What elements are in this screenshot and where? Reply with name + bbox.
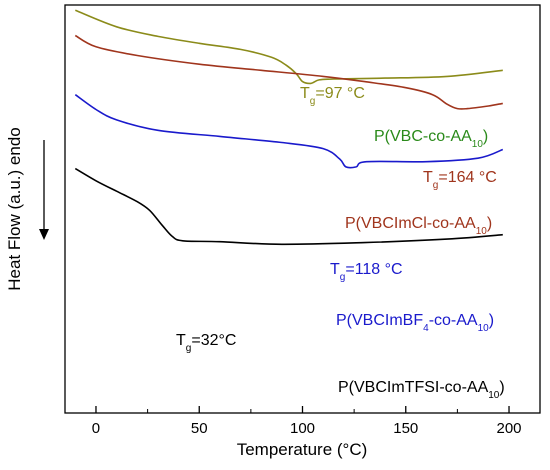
series-name-3-part-2: 4 — [423, 323, 429, 334]
tg-label-3: Tg=118 °C — [330, 261, 403, 283]
series-name-3-part-4: 10 — [478, 323, 490, 334]
tg-label-1-part-3: =97 °C — [315, 85, 365, 102]
tg-label-4-part-1: T — [176, 332, 186, 349]
series-name-2: P(VBCImCl-co-AA10) — [345, 215, 492, 237]
series-name-4-part-2: 10 — [488, 390, 500, 401]
tg-label-2: Tg=164 °C — [423, 169, 497, 191]
series-name-1-part-3: ) — [483, 128, 488, 145]
series-name-4-part-3: ) — [499, 379, 504, 396]
x-tick-label-50: 50 — [191, 420, 208, 437]
series-line-2 — [74, 34, 503, 110]
x-axis-label: Temperature (°C) — [237, 440, 368, 459]
tg-label-2-part-3: =164 °C — [438, 169, 496, 186]
tg-label-3-part-2: g — [340, 272, 346, 283]
x-axis-ticks: 0 50 100 150 200 — [92, 406, 522, 437]
series-curves — [74, 9, 504, 246]
series-annotations: Tg=97 °CP(VBC-co-AA10)Tg=164 °CP(VBCImCl… — [176, 85, 505, 401]
tg-label-2-part-1: T — [423, 169, 433, 186]
series-name-3-part-1: P(VBCImBF — [336, 312, 423, 329]
x-tick-label-100: 100 — [290, 420, 315, 437]
x-tick-label-150: 150 — [393, 420, 418, 437]
series-name-2-part-1: P(VBCImCl-co-AA — [345, 215, 476, 232]
plot-frame — [64, 4, 541, 414]
series-line-4 — [74, 167, 503, 246]
series-name-4: P(VBCImTFSI-co-AA10) — [338, 379, 505, 401]
x-tick-label-200: 200 — [497, 420, 522, 437]
tg-label-2-part-2: g — [433, 180, 439, 191]
series-name-1: P(VBC-co-AA10) — [374, 128, 488, 150]
series-name-3-part-3: -co-AA — [429, 312, 478, 329]
tg-label-4-part-2: g — [186, 343, 192, 354]
tg-label-3-part-3: =118 °C — [345, 261, 402, 278]
x-tick-label-0: 0 — [92, 420, 100, 437]
tg-label-1-part-2: g — [310, 96, 316, 107]
series-name-2-part-3: ) — [487, 215, 492, 232]
series-line-3 — [74, 94, 504, 169]
series-name-3-part-5: ) — [489, 312, 494, 329]
endo-arrow-head — [39, 229, 49, 240]
series-name-3: P(VBCImBF4-co-AA10) — [336, 312, 494, 334]
endo-arrow — [39, 140, 49, 240]
tg-label-1: Tg=97 °C — [300, 85, 365, 107]
series-name-2-part-2: 10 — [476, 226, 488, 237]
y-axis-label: Heat Flow (a.u.) endo — [5, 127, 24, 290]
series-name-1-part-1: P(VBC-co-AA — [374, 128, 472, 145]
tg-label-4-part-3: =32°C — [191, 332, 236, 349]
tg-label-4: Tg=32°C — [176, 332, 236, 354]
series-name-4-part-1: P(VBCImTFSI-co-AA — [338, 379, 489, 396]
tg-label-3-part-1: T — [330, 261, 340, 278]
tg-label-1-part-1: T — [300, 85, 310, 102]
series-name-1-part-2: 10 — [472, 139, 484, 150]
